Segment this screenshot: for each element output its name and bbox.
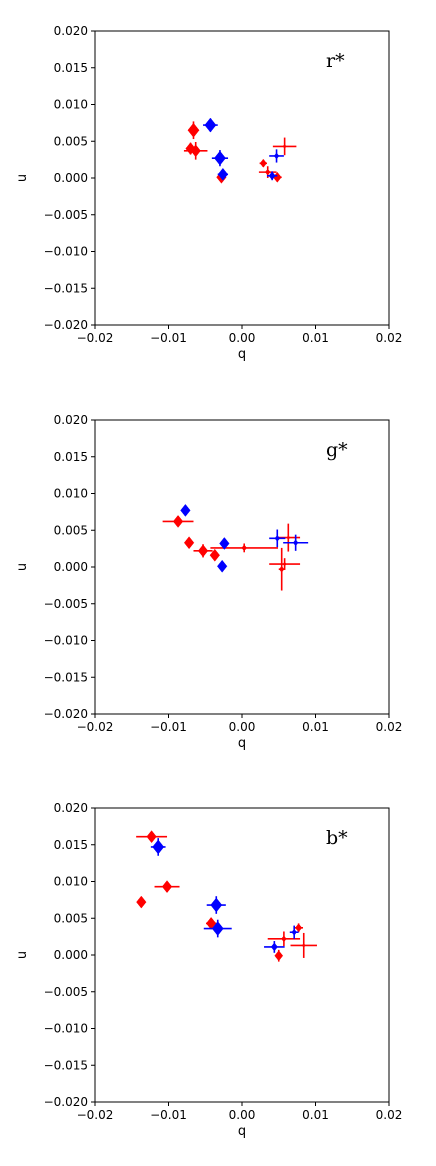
x-tick-label: 0.00	[229, 720, 256, 734]
panel-3: −0.02 −0.01 0.00 0.01 0.02 0.020 0.015 0.010 0.0…	[15, 801, 402, 1139]
y-axis-label: u	[15, 563, 30, 571]
data-point-marker	[206, 916, 217, 930]
y-tick-label: −0.015	[44, 281, 88, 295]
data-point-marker	[291, 928, 297, 936]
x-tick-label: 0.02	[376, 1108, 403, 1122]
data-point-marker	[180, 504, 191, 517]
data-point-marker	[183, 536, 195, 550]
x-tick-label: −0.01	[150, 331, 187, 345]
data-point-marker	[210, 897, 223, 913]
data-point-marker	[187, 122, 200, 138]
series-red	[183, 121, 297, 184]
y-tick-label: 0.010	[54, 875, 88, 889]
x-tick-label: −0.02	[77, 1108, 114, 1122]
x-axis-label: q	[238, 1124, 246, 1139]
x-tick-label: −0.02	[77, 720, 114, 734]
data-point-marker	[172, 515, 184, 528]
data-point-marker	[278, 565, 285, 573]
data-point-marker	[273, 152, 280, 160]
y-tick-label: 0.005	[54, 911, 88, 925]
data-point-marker	[197, 544, 209, 558]
y-tick-label: −0.015	[44, 1058, 88, 1072]
y-tick-label: 0.005	[54, 134, 88, 148]
x-tick-label: 0.00	[229, 1108, 256, 1122]
series-red	[136, 830, 317, 962]
y-tick-label: −0.020	[44, 1095, 88, 1109]
x-axis-label: q	[238, 736, 246, 751]
y-tick-label: −0.005	[44, 597, 88, 611]
y-tick-label: −0.005	[44, 208, 88, 222]
y-tick-label: 0.015	[54, 450, 88, 464]
data-point-marker	[185, 142, 196, 156]
data-point-marker	[161, 880, 173, 894]
x-tick-label: −0.02	[77, 331, 114, 345]
y-tick-label: 0.020	[54, 801, 88, 815]
series-blue	[203, 117, 284, 181]
x-tick-label: 0.01	[302, 331, 329, 345]
data-point-marker	[190, 144, 201, 158]
x-tick-label: 0.01	[302, 720, 329, 734]
y-axis-label: u	[15, 951, 30, 959]
data-point-marker	[259, 158, 267, 168]
panel-label: b*	[326, 827, 348, 849]
data-point-marker	[219, 537, 230, 550]
x-tick-label: 0.00	[229, 331, 256, 345]
data-point-marker	[268, 171, 276, 181]
y-tick-label: −0.020	[44, 318, 88, 332]
data-point-marker	[214, 150, 226, 166]
y-tick-label: −0.020	[44, 707, 88, 721]
x-tick-label: −0.01	[150, 1108, 187, 1122]
y-tick-label: −0.010	[44, 634, 88, 648]
data-point-marker	[281, 935, 287, 943]
series-blue	[150, 838, 299, 953]
data-point-marker	[146, 830, 157, 844]
y-tick-label: 0.000	[54, 560, 88, 574]
y-axis-label: u	[15, 174, 30, 182]
y-tick-label: −0.015	[44, 670, 88, 684]
x-tick-label: −0.01	[150, 720, 187, 734]
data-point-marker	[136, 895, 147, 909]
panel-label: r*	[326, 50, 345, 72]
data-point-marker	[217, 559, 228, 573]
y-tick-label: 0.000	[54, 948, 88, 962]
data-point-marker	[241, 544, 247, 552]
y-tick-label: 0.015	[54, 838, 88, 852]
data-point-marker	[152, 839, 165, 855]
panel-label: g*	[326, 439, 348, 461]
series-red	[162, 515, 301, 591]
x-axis-label: q	[238, 347, 246, 362]
data-point-marker	[282, 143, 287, 149]
data-point-marker	[270, 942, 278, 952]
y-tick-label: −0.005	[44, 985, 88, 999]
y-tick-label: −0.010	[44, 1022, 88, 1036]
data-point-marker	[301, 943, 306, 948]
panel-2: −0.02 −0.01 0.00 0.01 0.02 0.020 0.015 0.010 0.0…	[15, 413, 402, 751]
data-point-marker	[211, 921, 224, 936]
data-point-marker	[274, 950, 284, 962]
data-point-marker	[209, 548, 220, 562]
data-point-marker	[274, 534, 281, 542]
y-tick-label: 0.005	[54, 523, 88, 537]
series-blue	[180, 504, 309, 573]
y-tick-label: 0.000	[54, 171, 88, 185]
data-point-marker	[292, 539, 299, 547]
y-tick-label: 0.015	[54, 61, 88, 75]
panel-1: −0.02 −0.01 0.00 0.01 0.02 0.020 0.015 0.010 0.0…	[15, 24, 402, 362]
data-point-marker	[217, 167, 229, 181]
y-tick-label: 0.010	[54, 98, 88, 112]
data-point-marker	[286, 535, 291, 541]
data-point-marker	[204, 117, 217, 133]
y-tick-label: −0.010	[44, 245, 88, 259]
y-tick-label: 0.010	[54, 487, 88, 501]
data-point-marker	[282, 561, 287, 567]
x-tick-label: 0.01	[302, 1108, 329, 1122]
x-tick-label: 0.02	[376, 331, 403, 345]
y-tick-label: 0.020	[54, 24, 88, 38]
y-tick-label: 0.020	[54, 413, 88, 427]
x-tick-label: 0.02	[376, 720, 403, 734]
